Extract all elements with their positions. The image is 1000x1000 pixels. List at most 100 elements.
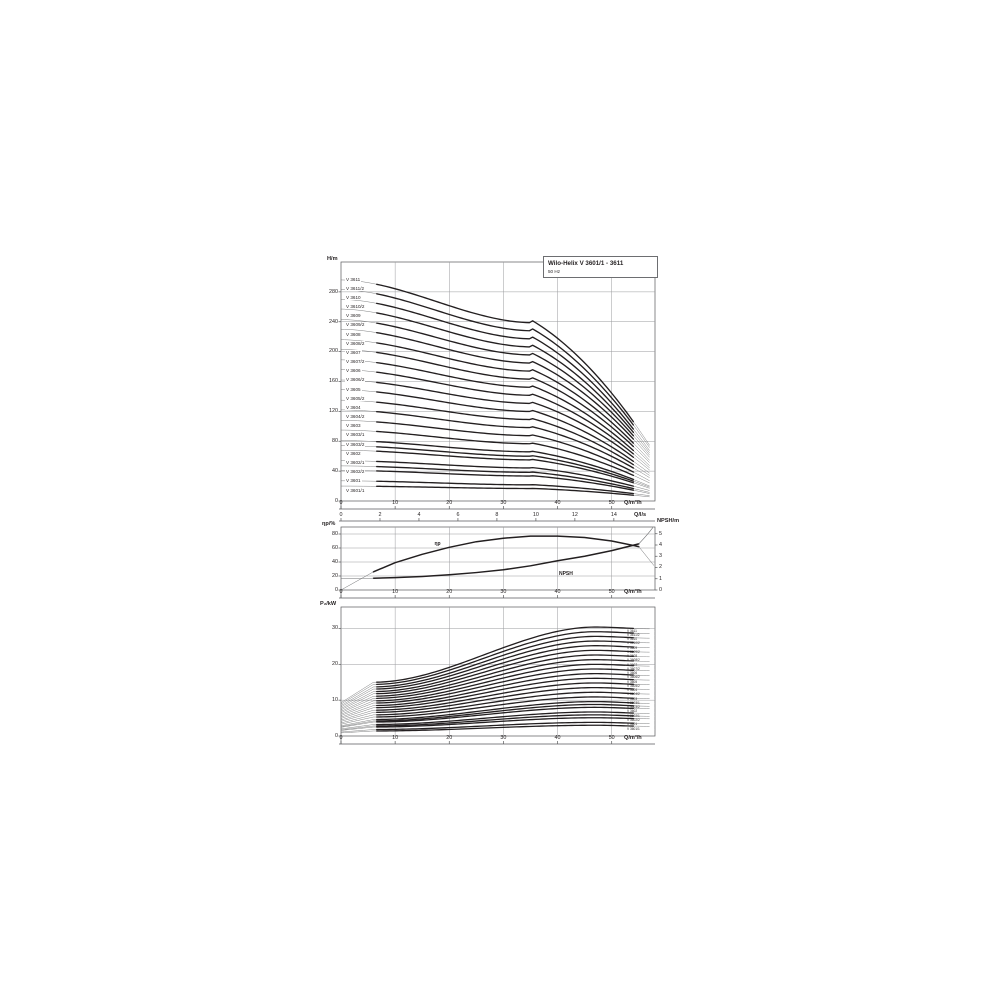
power-curve-label: V 3608 [627,654,638,659]
head-x-axis-title: Q/m³/h [624,500,642,507]
power-curve-extension [340,716,377,725]
power-curve [376,711,634,726]
head-curve [376,465,635,490]
power-curve-label: V 3603 [627,696,638,701]
head-curve-extension [633,489,650,494]
efficiency-npsh-chart-frame [340,526,656,591]
npsh-y-tick-label: 0 [659,586,662,593]
head-curve [376,485,635,496]
power-curve-label: V 3602/2 [627,717,640,722]
head-curve-label: V 3604 [345,404,362,410]
head-y-tick-label: 120 [329,408,338,415]
power-curve-extension [340,691,377,709]
head-y-tick-label: 240 [329,318,338,325]
head-curve-extension [340,308,377,314]
head-curve-label: V 3609 [345,313,362,319]
power-curve [376,659,634,699]
head-curve-extension [633,421,650,446]
power-curve [376,706,634,723]
power-x-tick-label: 10 [392,735,399,742]
head-curve-extension [633,438,650,458]
power-curve-extension [340,714,377,724]
chart-title: Wilo-Helix V 3601/1 - 3611 [548,260,624,267]
head-curve-extension [633,450,650,466]
head-curve-extension [340,339,377,344]
head-curve [376,371,635,455]
head-curve-label: V 3607 [345,349,362,355]
eff-y-tick-label: 0 [335,586,338,593]
power-curve-extension [340,720,377,727]
head-curve [376,361,635,452]
head-curve-label: V 3602 [345,450,362,456]
power-curve [376,703,634,722]
head-curve-label: V 3605 [345,386,362,392]
power-curve-label: V 3603/1 [627,700,640,705]
head-y-tick-label: 280 [329,288,338,295]
head-x-tick-label: 40 [554,500,561,507]
power-curve [376,677,634,709]
head-y-tick-label: 80 [332,438,338,445]
power-curve-label: V 3609/2 [627,649,640,654]
head-curve [376,430,635,477]
power-curve-label: V 3609 [627,645,638,650]
power-curve-extension [340,721,377,728]
curve-annotation-npsh: NPSH [558,570,573,577]
head-curve [376,351,635,448]
power-x-tick-label: 40 [554,735,561,742]
head-curve-label: V 3604/2 [345,414,366,420]
power-curve-extension [340,702,377,716]
npsh-y-tick-label: 5 [659,530,662,537]
head-curve [376,480,635,495]
power-curve-extension [340,709,377,721]
head-curve-extension [633,493,650,496]
head-curve-label: V 3601 [345,478,362,484]
power-x-tick-label: 0 [339,735,343,742]
head-curve-extension [340,429,377,432]
head-curve [376,460,635,487]
head-x2-tick-label: 4 [417,512,421,519]
head-curve-extension [340,440,377,442]
head-curve [376,342,635,444]
head-curve-label: V 3602/1 [345,459,366,465]
power-curve-label: V 3605/2 [627,683,640,688]
power-curve-label: V 3611 [627,628,637,633]
power-curve-label: V 3611/2 [627,632,640,637]
head-curve-label: V 3603/2 [345,441,366,447]
head-x2-tick-label: 2 [378,512,382,519]
head-curve-extension [633,485,650,491]
efficiency-curve [372,535,640,573]
npsh-y-tick-label: 1 [659,575,662,582]
head-curve-extension [633,467,650,478]
head-curve [376,411,635,469]
power-curve [376,626,634,683]
head-curve [376,470,635,491]
head-curve-extension [340,465,377,467]
head-y-tick-label: 200 [329,348,338,355]
head-y-axis-title: H/m [327,256,338,262]
head-curve-label: V 3608/2 [345,340,366,346]
power-curve-label: V 3604 [627,688,638,693]
chart-title-block: Wilo-Helix V 3601/1 - 3611 50 Hz [543,256,658,278]
power-curve-label: V 3603/2 [627,705,640,710]
npsh-y-tick-label: 4 [659,541,662,548]
head-curve-label: V 3607/2 [345,359,366,365]
power-curve-extension [340,730,377,734]
power-curve [376,649,634,695]
eff-x-tick-label: 50 [608,589,615,596]
power-curve [376,686,634,713]
head-curve [376,421,635,473]
power-x-axis-title: Q/m³/h [624,735,642,742]
head-y-tick-label: 40 [332,467,338,474]
power-y-tick-label: 0 [335,732,338,739]
power-curve-extension [340,705,377,718]
power-curve [376,635,634,688]
power-curve-label: V 3607/2 [627,666,640,671]
head-curve [376,293,635,426]
power-curve [376,663,634,702]
head-curve-label: V 3601/1 [345,487,366,493]
head-curve [376,450,635,484]
power-curve-label: V 3610/2 [627,641,640,646]
power-curve [376,700,634,721]
eff-x-tick-label: 20 [446,589,453,596]
